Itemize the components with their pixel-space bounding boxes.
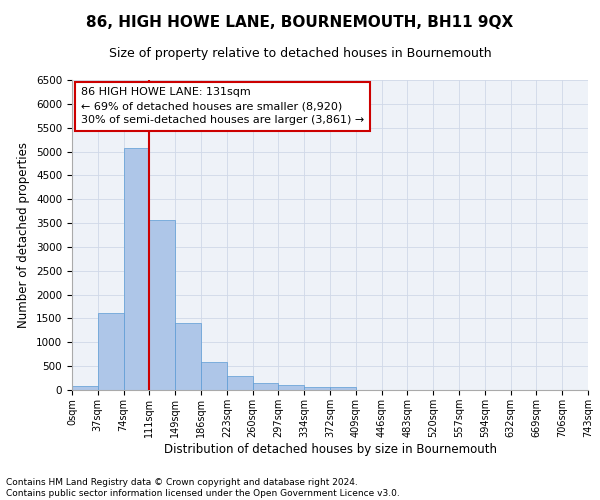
Text: 86 HIGH HOWE LANE: 131sqm
← 69% of detached houses are smaller (8,920)
30% of se: 86 HIGH HOWE LANE: 131sqm ← 69% of detac… (81, 87, 364, 125)
Y-axis label: Number of detached properties: Number of detached properties (17, 142, 31, 328)
Bar (330, 388, 356, 390)
Text: 86, HIGH HOWE LANE, BOURNEMOUTH, BH11 9QX: 86, HIGH HOWE LANE, BOURNEMOUTH, BH11 9Q… (86, 15, 514, 30)
Bar (304, 386, 330, 390)
Bar (278, 385, 304, 390)
Bar (201, 362, 227, 390)
X-axis label: Distribution of detached houses by size in Bournemouth: Distribution of detached houses by size … (163, 442, 497, 456)
Bar (149, 220, 175, 390)
Bar (253, 384, 278, 390)
Bar (175, 323, 201, 390)
Text: Size of property relative to detached houses in Bournemouth: Size of property relative to detached ho… (109, 48, 491, 60)
Bar (72, 386, 98, 390)
Text: Contains HM Land Registry data © Crown copyright and database right 2024.
Contai: Contains HM Land Registry data © Crown c… (6, 478, 400, 498)
Bar (124, 148, 149, 390)
Bar (98, 312, 124, 390)
Bar (227, 376, 253, 390)
